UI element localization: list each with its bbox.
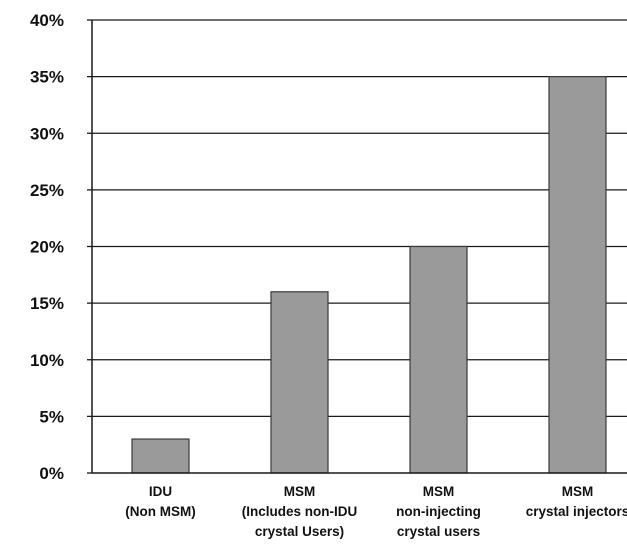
x-category-label: MSM non-injecting crystal users [396, 484, 481, 539]
axes [87, 19, 627, 474]
x-category-label: MSM (Includes non-IDU crystal Users) [242, 484, 358, 539]
y-tick-label: 25% [30, 181, 64, 200]
bar [409, 245, 468, 474]
x-category-label: MSM crystal injectors [526, 484, 627, 519]
bar [131, 438, 190, 474]
bar [270, 291, 329, 474]
y-tick-label: 35% [30, 68, 64, 87]
y-tick-label: 30% [30, 124, 64, 143]
y-tick-label: 15% [30, 294, 64, 313]
y-tick-label: 5% [39, 407, 64, 426]
y-tick-labels: 0% 5% 10% 15% 20% 25% 30% 35% 40% [30, 11, 64, 483]
bar [548, 76, 607, 474]
x-category-label: IDU (Non MSM) [125, 484, 195, 519]
y-tick-label: 40% [30, 11, 64, 30]
x-category-labels: IDU (Non MSM) MSM (Includes non-IDU crystal … [125, 484, 627, 539]
bars [131, 76, 607, 474]
gridlines [92, 19, 627, 418]
y-tick-label: 20% [30, 238, 64, 257]
y-tick-label: 10% [30, 351, 64, 370]
y-tick-label: 0% [39, 464, 64, 483]
